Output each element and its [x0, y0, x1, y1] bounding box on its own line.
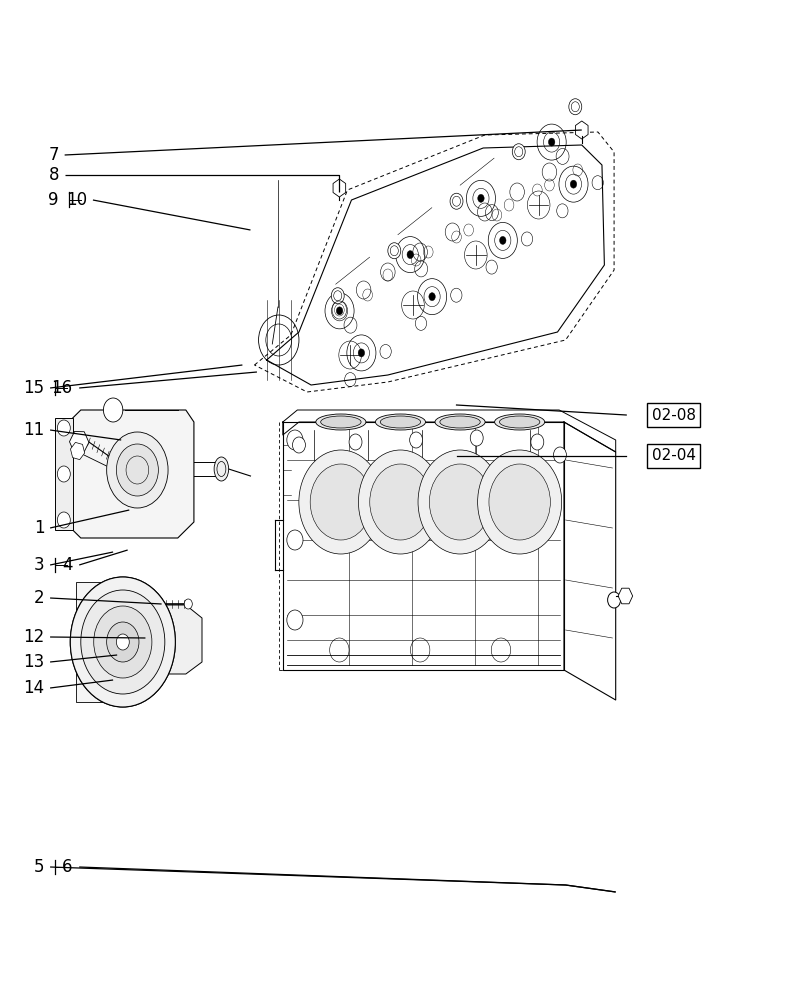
Circle shape [429, 464, 490, 540]
Ellipse shape [214, 457, 229, 481]
Text: 02-08: 02-08 [652, 408, 696, 422]
Circle shape [310, 464, 372, 540]
Circle shape [450, 193, 463, 209]
Text: 13: 13 [23, 653, 44, 671]
Circle shape [470, 430, 483, 446]
Ellipse shape [494, 414, 545, 430]
Circle shape [407, 251, 414, 259]
Circle shape [410, 432, 423, 448]
Text: 14: 14 [23, 679, 44, 697]
Circle shape [499, 236, 506, 244]
Text: 12: 12 [23, 628, 44, 646]
Circle shape [116, 634, 129, 650]
Circle shape [299, 450, 383, 554]
Circle shape [359, 450, 443, 554]
Ellipse shape [321, 416, 361, 428]
Circle shape [107, 622, 139, 662]
Circle shape [57, 420, 70, 436]
Text: 1: 1 [34, 519, 44, 537]
Circle shape [388, 243, 401, 259]
Circle shape [81, 590, 165, 694]
Text: 5: 5 [34, 858, 44, 876]
Circle shape [81, 590, 165, 694]
Circle shape [478, 450, 562, 554]
Text: 2: 2 [34, 589, 44, 607]
Text: 4: 4 [62, 556, 73, 574]
Circle shape [331, 288, 344, 304]
Circle shape [57, 512, 70, 528]
Circle shape [336, 307, 343, 315]
Circle shape [549, 138, 555, 146]
Text: 7: 7 [48, 146, 59, 164]
Circle shape [512, 144, 525, 160]
Polygon shape [73, 410, 194, 538]
Circle shape [553, 447, 566, 463]
Circle shape [184, 599, 192, 609]
Text: 3: 3 [34, 556, 44, 574]
Circle shape [287, 610, 303, 630]
Text: 02-04: 02-04 [652, 448, 696, 464]
Circle shape [103, 398, 123, 422]
Circle shape [429, 293, 436, 301]
Text: 10: 10 [66, 191, 87, 209]
Circle shape [70, 577, 175, 707]
Text: 16: 16 [52, 379, 73, 397]
Circle shape [94, 606, 152, 678]
Text: 8: 8 [48, 166, 59, 184]
Circle shape [531, 434, 544, 450]
Circle shape [608, 592, 621, 608]
Circle shape [287, 430, 303, 450]
Circle shape [570, 180, 577, 188]
Circle shape [116, 444, 158, 496]
Circle shape [57, 466, 70, 482]
Polygon shape [141, 605, 202, 674]
Circle shape [107, 432, 168, 508]
Circle shape [287, 530, 303, 550]
Text: 9: 9 [48, 191, 59, 209]
Circle shape [569, 99, 582, 115]
Polygon shape [55, 418, 73, 530]
Circle shape [370, 464, 431, 540]
Polygon shape [76, 582, 141, 702]
Circle shape [107, 622, 139, 662]
Circle shape [349, 434, 362, 450]
Circle shape [94, 606, 152, 678]
Text: 15: 15 [23, 379, 44, 397]
Ellipse shape [435, 414, 485, 430]
Ellipse shape [376, 414, 426, 430]
Circle shape [418, 450, 502, 554]
Circle shape [478, 194, 484, 202]
Circle shape [70, 577, 175, 707]
Text: 11: 11 [23, 421, 44, 439]
Ellipse shape [381, 416, 421, 428]
Circle shape [116, 634, 129, 650]
Text: 6: 6 [62, 858, 73, 876]
Ellipse shape [440, 416, 480, 428]
Ellipse shape [499, 416, 540, 428]
Circle shape [489, 464, 550, 540]
Circle shape [358, 349, 364, 357]
Circle shape [292, 437, 305, 453]
Ellipse shape [316, 414, 366, 430]
